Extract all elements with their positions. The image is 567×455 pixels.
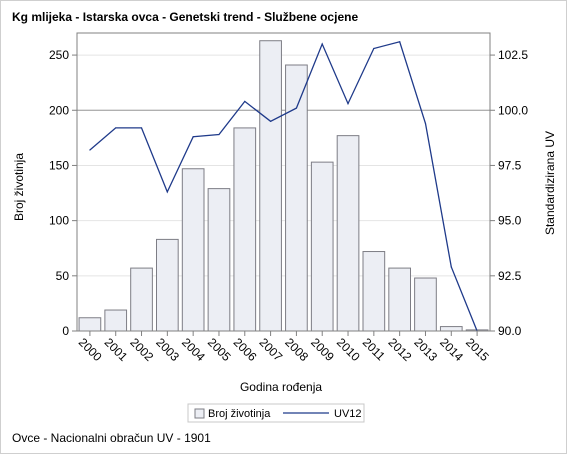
x-tick-label-2007: 2007 — [256, 335, 285, 364]
bar-2003 — [156, 238, 179, 332]
uv12-point-2000 — [89, 149, 91, 151]
uv12-point-2006 — [244, 100, 246, 103]
bar-2014 — [439, 326, 463, 332]
left-tick-label-250: 250 — [49, 48, 69, 62]
right-axis: 90.0 92.5 95.0 97.5 100.0 102.5 — [490, 48, 528, 338]
uv12-point-2011 — [373, 47, 375, 50]
x-tick-label-2003: 2003 — [153, 335, 182, 364]
bar-2010 — [336, 135, 360, 332]
legend-swatch-bars — [194, 408, 205, 419]
left-tick-label-200: 200 — [49, 103, 69, 117]
x-tick-label-2015: 2015 — [463, 335, 492, 364]
left-tick-label-100: 100 — [49, 214, 69, 228]
x-tick-label-2001: 2001 — [102, 335, 131, 364]
bar-2004 — [181, 168, 205, 332]
uv12-point-2007 — [269, 120, 272, 122]
x-tick-label-2010: 2010 — [334, 335, 363, 364]
x-axis: 2000200120022003200420052006200720082009… — [76, 331, 492, 364]
uv12-point-2014 — [450, 266, 452, 268]
plot-area-border — [76, 32, 491, 332]
x-tick-label-2005: 2005 — [205, 335, 234, 364]
x-tick-label-2013: 2013 — [411, 335, 440, 364]
right-tick-label-97.5: 97.5 — [498, 158, 522, 172]
right-tick-label-100.0: 100.0 — [498, 103, 528, 117]
x-tick-label-2000: 2000 — [76, 335, 105, 364]
grid-layer — [77, 54, 490, 277]
uv12-line — [89, 41, 478, 332]
uv12-point-2013 — [424, 122, 427, 125]
right-tick-label-92.5: 92.5 — [498, 269, 522, 283]
uv12-point-2002 — [140, 127, 143, 129]
legend: Broj životinja UV12 — [187, 403, 365, 423]
bar-2000 — [78, 317, 102, 332]
right-tick-label-102.5: 102.5 — [498, 48, 528, 62]
uv12-point-2008 — [295, 107, 298, 109]
x-tick-label-2006: 2006 — [231, 335, 260, 364]
bar-2007 — [259, 40, 282, 332]
uv12-point-2004 — [192, 136, 194, 138]
left-tick-label-50: 50 — [56, 269, 70, 283]
bar-layer — [78, 40, 489, 332]
x-tick-label-2008: 2008 — [282, 335, 311, 364]
legend-box — [187, 403, 365, 423]
line-layer — [89, 41, 478, 332]
uv12-point-2010 — [347, 103, 349, 105]
x-tick-label-2014: 2014 — [437, 335, 466, 364]
left-tick-label-150: 150 — [49, 158, 69, 172]
bar-2012 — [388, 267, 411, 332]
bar-2002 — [130, 267, 153, 332]
chart-title: Kg mlijeka - Istarska ovca - Genetski tr… — [12, 10, 359, 24]
uv12-point-2003 — [166, 191, 168, 193]
left-axis: 0 50 100 150 200 250 — [49, 48, 77, 338]
left-tick-label-0: 0 — [62, 324, 69, 338]
x-tick-label-2002: 2002 — [127, 335, 156, 364]
x-tick-label-2012: 2012 — [386, 335, 415, 364]
bar-2009 — [310, 161, 334, 332]
bar-2005 — [207, 188, 231, 332]
bar-2013 — [414, 277, 437, 332]
x-tick-label-2004: 2004 — [179, 335, 208, 364]
x-axis-title: Godina rođenja — [240, 380, 322, 394]
legend-label-line: UV12 — [334, 408, 362, 420]
x-tick-label-2011: 2011 — [360, 335, 388, 363]
bar-2011 — [362, 251, 386, 332]
x-tick-label-2009: 2009 — [308, 335, 337, 364]
right-tick-label-95.0: 95.0 — [498, 214, 522, 228]
right-tick-label-90.0: 90.0 — [498, 324, 522, 338]
uv12-point-2001 — [115, 127, 117, 129]
uv12-point-2005 — [218, 133, 220, 136]
bar-2001 — [104, 309, 128, 332]
uv12-point-2012 — [399, 41, 401, 43]
right-axis-title: Standardizirana UV — [543, 131, 557, 235]
left-axis-title: Broj životinja — [12, 153, 26, 221]
uv12-point-2009 — [321, 43, 323, 45]
footnote: Ovce - Nacionalni obračun UV - 1901 — [12, 431, 211, 445]
bar-2008 — [285, 64, 308, 332]
legend-label-bars: Broj životinja — [208, 408, 271, 420]
bar-2006 — [233, 127, 257, 332]
